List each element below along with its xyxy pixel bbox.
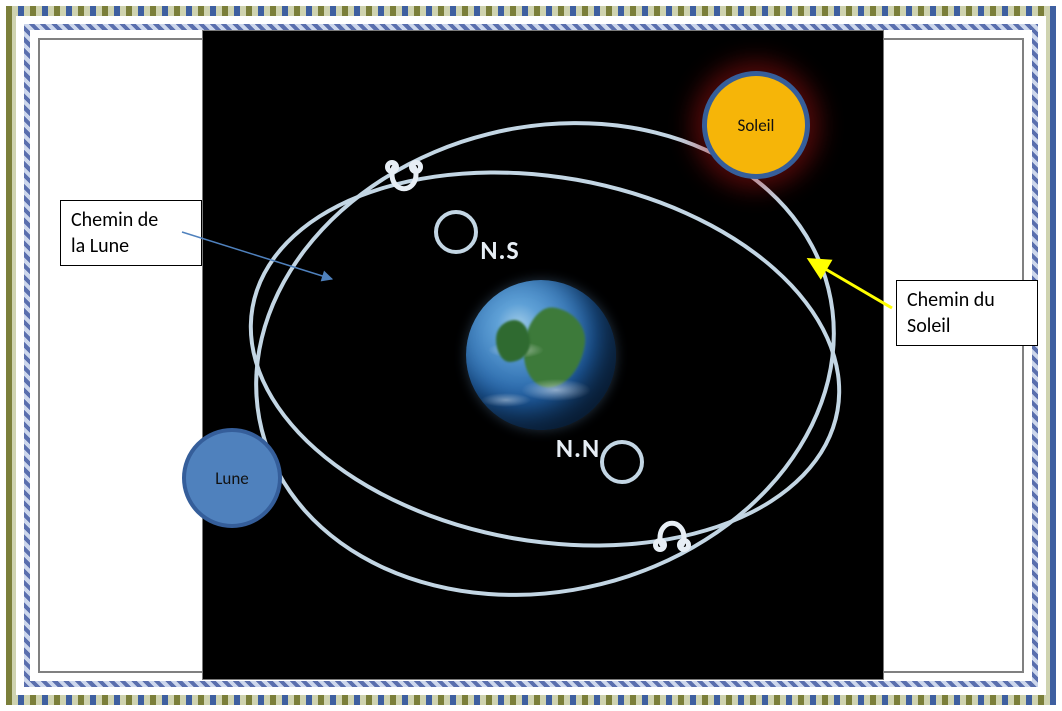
callout-moon-line2: la Lune: [71, 234, 129, 258]
node-south-circle: [434, 210, 478, 254]
moon-label: Lune: [215, 468, 248, 489]
node-north-label: N.N: [556, 432, 600, 464]
sun-body: Soleil: [702, 71, 810, 179]
earth: [466, 280, 616, 430]
south-node-icon: [381, 157, 427, 203]
node-south-label: N.S: [480, 234, 519, 266]
sun-label: Soleil: [738, 115, 775, 136]
moon-body: Lune: [182, 428, 282, 528]
callout-moon-path: Chemin de la Lune: [60, 200, 202, 266]
node-north-circle: [600, 440, 644, 484]
callout-sun-line2: Soleil: [907, 314, 950, 338]
callout-moon-line1: Chemin de: [71, 208, 158, 232]
north-node-icon: [649, 509, 695, 555]
callout-sun-path: Chemin du Soleil: [896, 280, 1038, 346]
callout-sun-line1: Chemin du: [907, 288, 995, 312]
page-frame: N.S N.N Soleil Lune Chemin de la Lune: [0, 0, 1062, 711]
earth-clouds: [466, 280, 616, 430]
